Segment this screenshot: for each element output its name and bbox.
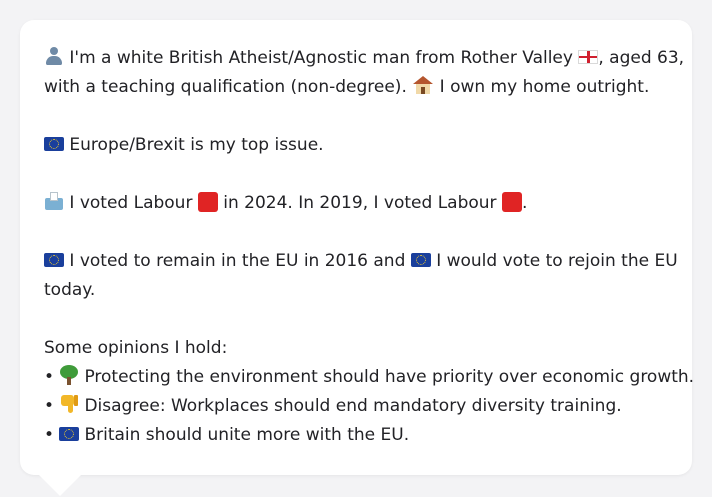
ballot-box-icon	[44, 191, 64, 211]
profile-home-text: I own my home outright.	[439, 77, 650, 97]
eu-flag-icon	[44, 253, 64, 267]
bullet: •	[44, 396, 55, 416]
votes-paragraph: I voted Labour in 2024. In 2019, I voted…	[44, 189, 674, 218]
opinions-section: Some opinions I hold: • Protecting the e…	[44, 334, 694, 450]
votes-text-c: .	[521, 193, 528, 213]
england-flag-icon	[578, 50, 599, 64]
persona-content: I'm a white British Atheist/Agnostic man…	[44, 44, 694, 450]
profile-age-text: , aged 63,	[598, 48, 685, 68]
profile-paragraph: I'm a white British Atheist/Agnostic man…	[44, 44, 684, 102]
opinion-text: Protecting the environment should have p…	[84, 367, 695, 387]
top-issue-paragraph: Europe/Brexit is my top issue.	[44, 131, 674, 160]
votes-text-b: in 2024. In 2019, I voted Labour	[223, 193, 497, 213]
thumbs-down-icon	[59, 394, 79, 414]
opinion-text: Britain should unite more with the EU.	[84, 425, 410, 445]
speech-bubble-tail	[38, 474, 82, 496]
bullet: •	[44, 425, 55, 445]
persona-card: I'm a white British Atheist/Agnostic man…	[20, 20, 694, 475]
profile-qualification-text: with a teaching qualification (non-degre…	[44, 77, 407, 97]
list-item: • Disagree: Workplaces should end mandat…	[44, 392, 674, 421]
eu-flag-icon	[410, 253, 431, 267]
list-item: • Britain should unite more with the EU.	[44, 421, 674, 450]
profile-intro-text: I'm a white British Atheist/Agnostic man…	[69, 48, 573, 68]
person-icon	[44, 46, 64, 66]
red-square-icon	[197, 192, 218, 212]
opinions-heading: Some opinions I hold:	[44, 338, 228, 358]
eu-flag-icon	[59, 427, 80, 441]
red-square-icon	[501, 192, 522, 212]
eu-referendum-text-c: today.	[44, 280, 96, 300]
eu-referendum-paragraph: I voted to remain in the EU in 2016 and …	[44, 247, 678, 305]
list-item: • Protecting the environment should have…	[44, 363, 694, 392]
opinion-text: Disagree: Workplaces should end mandator…	[84, 396, 622, 416]
top-issue-text: Europe/Brexit is my top issue.	[69, 135, 324, 155]
profile-line-2: with a teaching qualification (non-degre…	[44, 73, 674, 102]
house-icon	[412, 75, 434, 95]
eu-referendum-text-a: I voted to remain in the EU in 2016 and	[69, 251, 406, 271]
bullet: •	[44, 367, 55, 387]
votes-text-a: I voted Labour	[69, 193, 193, 213]
tree-icon	[59, 365, 79, 385]
profile-line-1: I'm a white British Atheist/Agnostic man…	[44, 44, 684, 73]
eu-flag-icon	[44, 137, 64, 151]
eu-referendum-text-b: I would vote to rejoin the EU	[436, 251, 678, 271]
